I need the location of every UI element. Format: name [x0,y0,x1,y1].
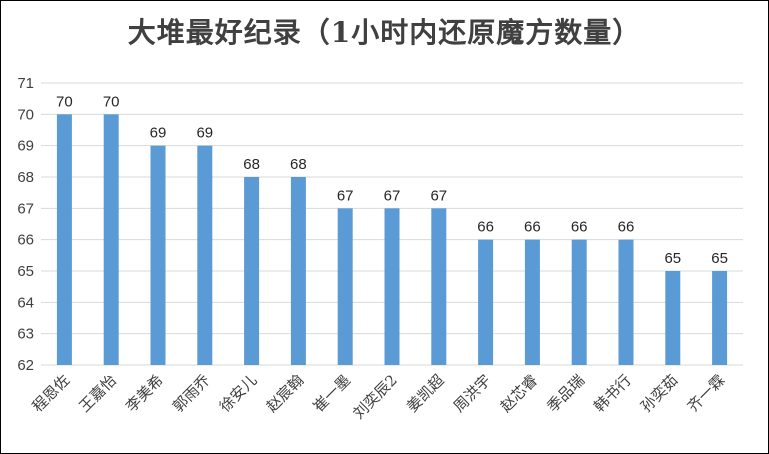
x-tick-label: 郭雨乔 [169,371,214,416]
data-label: 70 [103,93,120,110]
data-label: 67 [337,187,354,204]
y-tick-label: 68 [17,169,34,186]
data-label: 67 [384,187,401,204]
x-tick-label: 赵芯睿 [497,371,542,416]
y-tick-label: 67 [17,200,34,217]
x-tick-label: 赵宸翰 [263,371,308,416]
y-tick-label: 63 [17,326,34,343]
bar [665,271,681,365]
x-tick-label: 孙奕茹 [637,371,682,416]
data-label: 67 [430,187,447,204]
y-tick-label: 64 [17,294,34,311]
bar [103,114,119,365]
x-tick-label: 王嘉怡 [75,371,120,416]
bar [197,145,213,365]
data-label: 70 [56,93,73,110]
x-tick-label: 韩书行 [590,371,635,416]
bar [244,177,260,365]
y-tick-label: 66 [17,232,34,249]
y-tick-label: 69 [17,138,34,155]
data-label: 66 [618,219,635,236]
bar [150,145,166,365]
x-tick-label: 崔一墨 [309,371,354,416]
bars [56,114,728,365]
x-tick-label: 齐一霖 [684,371,729,416]
bar [618,239,634,365]
y-axis-ticks: 62 63 64 65 66 67 68 69 70 71 [17,75,34,374]
data-label: 66 [524,219,541,236]
chart-title: 大堆最好纪录（1小时内还原魔方数量） [127,16,642,49]
y-tick-label: 70 [17,106,34,123]
bar [290,177,306,365]
x-tick-label: 程恩佐 [29,371,74,416]
bar [571,239,587,365]
bar [384,208,400,365]
data-label: 68 [243,156,260,173]
x-tick-label: 刘奕辰2 [350,371,401,422]
bar [431,208,447,365]
bar [56,114,72,365]
bar [712,271,728,365]
data-label: 65 [711,250,728,267]
bar [337,208,353,365]
data-labels: 70 70 69 69 68 68 67 67 67 66 66 66 66 65 65 [56,93,728,267]
data-label: 66 [477,219,494,236]
x-tick-label: 徐安儿 [216,371,261,416]
x-tick-label: 李美希 [122,371,167,416]
data-label: 66 [571,219,588,236]
x-tick-label: 季品瑞 [543,371,588,416]
x-tick-label: 周洪宇 [450,371,495,416]
bar [524,239,540,365]
data-label: 68 [290,156,307,173]
y-tick-label: 65 [17,263,34,280]
data-label: 69 [196,125,213,142]
x-tick-label: 姜凯超 [403,371,448,416]
y-tick-label: 71 [17,75,34,92]
y-tick-label: 62 [17,357,34,374]
data-label: 65 [664,250,681,267]
data-label: 69 [150,125,167,142]
bar [478,239,494,365]
